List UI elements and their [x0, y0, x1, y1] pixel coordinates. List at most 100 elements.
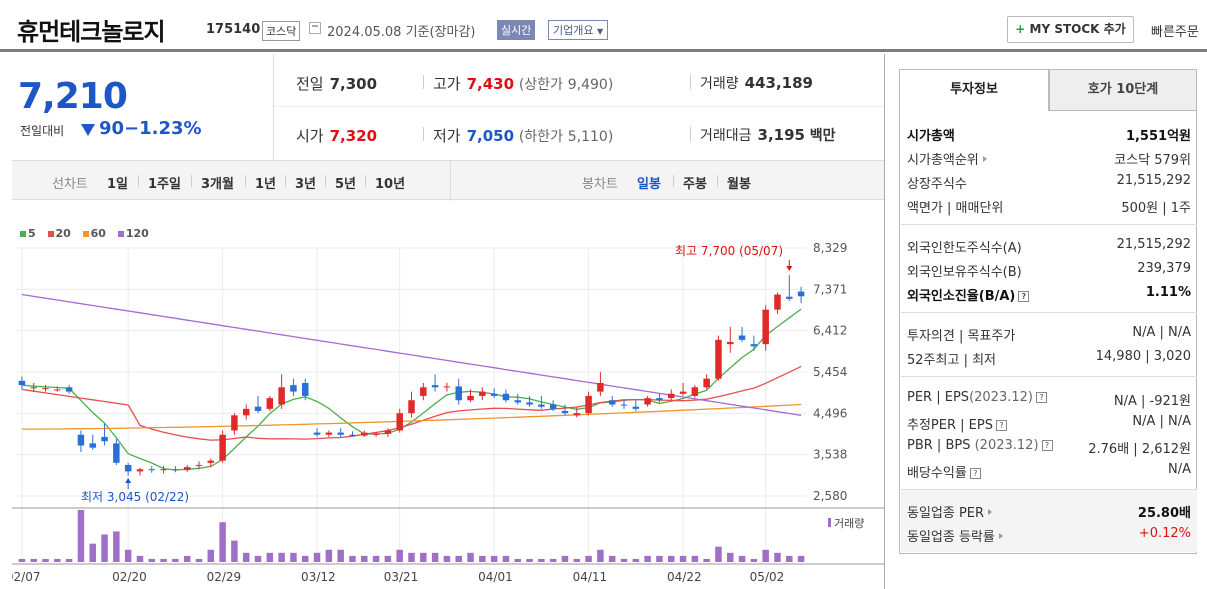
- volume-bar: [349, 555, 356, 562]
- ma120-label: 120: [125, 227, 149, 240]
- ma60-label: 60: [90, 227, 106, 240]
- period-weekly[interactable]: 주봉: [683, 177, 707, 192]
- volume-bar: [774, 552, 781, 562]
- help-icon[interactable]: ?: [995, 420, 1007, 431]
- shares-label: 상장주식수: [907, 177, 967, 192]
- pbr-label: PBR: [907, 438, 933, 453]
- y-tick-label: 5,454: [813, 365, 847, 379]
- candle-body: [514, 400, 522, 403]
- volume-bar: [786, 555, 793, 562]
- chart-canvas: 8,329 7,371 6,412 5,454 4,496 3,538 2,580 02/07…: [12, 241, 885, 584]
- quote-separator: [690, 75, 691, 89]
- ma20-swatch: [47, 231, 54, 237]
- volume-bar: [18, 558, 26, 562]
- ma120-swatch: [117, 231, 124, 237]
- volume-bar: [219, 522, 226, 562]
- y-tick-label: 2,580: [813, 489, 847, 503]
- div-value: N/A: [1168, 462, 1191, 477]
- candle-body: [620, 404, 628, 406]
- unit-label: 매매단위: [955, 201, 1004, 216]
- x-tick-label: 02/07: [12, 570, 40, 584]
- amount-label: 거래대금: [700, 128, 752, 144]
- candle-body: [691, 387, 699, 396]
- volume-bar: [667, 555, 675, 562]
- candle-body: [538, 404, 545, 407]
- market-badge: 코스닥: [262, 21, 301, 41]
- candle-body: [160, 469, 167, 471]
- volume-value: 443,189: [744, 74, 813, 92]
- quote-separator: [423, 75, 424, 89]
- industry-per-link[interactable]: 동일업종 PER: [907, 502, 993, 521]
- quick-order-link[interactable]: 빠른주문: [1151, 25, 1199, 40]
- period-10y[interactable]: 10년: [375, 177, 406, 192]
- volume-bar: [408, 552, 415, 562]
- candle-body: [325, 432, 333, 435]
- period-3y[interactable]: 3년: [295, 177, 317, 192]
- volume-bar: [585, 555, 592, 562]
- volume-bar: [490, 555, 498, 562]
- candle-body: [573, 413, 581, 416]
- line-chart-label: 선차트: [52, 177, 88, 192]
- quote-volume: 거래량 443,189: [700, 73, 813, 93]
- help-icon[interactable]: ?: [1035, 392, 1047, 403]
- period-1w[interactable]: 1주일: [148, 177, 181, 192]
- y-tick-label: 8,329: [813, 241, 847, 255]
- candle-body: [644, 398, 651, 405]
- period-3m[interactable]: 3개월: [201, 177, 234, 192]
- volume-bar: [207, 549, 215, 562]
- lower-value: 5,110): [567, 129, 614, 145]
- volume-bar: [691, 555, 699, 562]
- period-5y[interactable]: 5년: [335, 177, 357, 192]
- quote-open: 시가 7,320: [296, 125, 377, 146]
- investment-info-panel: 투자정보 호가 10단계 시가총액 1,551억원 시가총액순위 코스닥 579위 …: [899, 69, 1197, 554]
- period-monthly[interactable]: 월봉: [727, 177, 751, 192]
- period-divider: [245, 175, 246, 187]
- row-dividend: 배당수익률? N/A: [907, 462, 1191, 482]
- volume-bar: [172, 558, 179, 562]
- period-1d[interactable]: 1일: [107, 177, 129, 192]
- help-icon[interactable]: ?: [1018, 291, 1030, 302]
- candle-body: [502, 393, 510, 401]
- w52-high-value: 14,980: [1095, 349, 1142, 364]
- volume-bar: [372, 555, 380, 562]
- period-divider: [717, 175, 718, 187]
- caret-right-icon: [998, 533, 1003, 539]
- volume-bar: [632, 558, 640, 562]
- volume-bar: [479, 555, 486, 562]
- corp-info-dropdown[interactable]: 기업개요 ▼: [548, 20, 609, 40]
- period-divider: [325, 175, 326, 187]
- period-divider: [191, 175, 192, 187]
- high-label: 고가: [433, 75, 461, 93]
- period-daily[interactable]: 일봉: [637, 177, 661, 192]
- tab-orderbook-10[interactable]: 호가 10단계: [1049, 69, 1197, 111]
- x-tick-label: 03/21: [384, 570, 419, 584]
- tab-invest-info[interactable]: 투자정보: [899, 69, 1049, 111]
- row-foreign-ratio: 외국인소진율(B/A)? 1.11%: [907, 285, 1191, 305]
- price-summary: 7,210 전일대비 90 −1.23%: [12, 54, 274, 159]
- volume-bar: [30, 558, 37, 562]
- candle-body: [278, 387, 285, 405]
- period-divider: [138, 175, 139, 187]
- help-icon[interactable]: ?: [969, 468, 981, 479]
- volume-bar: [679, 555, 687, 562]
- help-icon[interactable]: ?: [1041, 440, 1053, 451]
- realtime-button[interactable]: 실시간: [497, 20, 536, 40]
- stock-header: 휴먼테크놀로지 175140 코스닥 2024.05.08 기준(장마감) 실시…: [0, 0, 1207, 52]
- upper-value: 9,490): [567, 77, 614, 93]
- amount-unit: 백만: [809, 128, 836, 144]
- foreign-ratio-value: 1.11%: [1145, 285, 1191, 300]
- volume-bar: [254, 555, 262, 562]
- bps-period: (2023.12): [974, 438, 1039, 453]
- candle-body: [54, 389, 61, 391]
- add-my-stock-button[interactable]: + MY STOCK 추가: [1007, 16, 1134, 43]
- ma60-swatch: [82, 231, 89, 237]
- rank-link[interactable]: 시가총액순위: [907, 149, 987, 168]
- info-table: 시가총액 1,551억원 시가총액순위 코스닥 579위 상장주식수 21,515,2…: [899, 111, 1197, 554]
- volume-bar: [242, 552, 250, 562]
- market-cap-value: 1,551억원: [1125, 129, 1191, 144]
- candle-body: [786, 296, 793, 299]
- period-1y[interactable]: 1년: [255, 177, 277, 192]
- prev-value: 7,300: [329, 75, 378, 93]
- row-industry-rate: 동일업종 등락률 +0.12%: [907, 526, 1191, 546]
- industry-rate-link[interactable]: 동일업종 등락률: [907, 526, 1003, 545]
